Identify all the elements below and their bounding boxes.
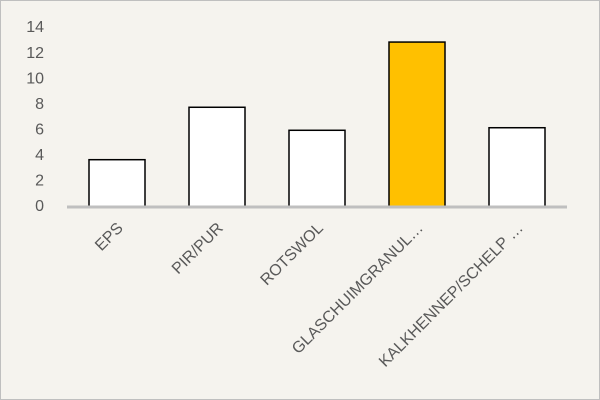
y-tick-label: 12 xyxy=(26,45,44,62)
y-tick-label: 6 xyxy=(35,122,44,139)
bar xyxy=(188,106,246,208)
bar xyxy=(88,158,146,208)
bar xyxy=(488,126,546,208)
y-tick-label: 10 xyxy=(26,70,44,87)
y-tick-label: 0 xyxy=(35,198,44,215)
y-tick-label: 14 xyxy=(26,19,44,36)
y-tick-label: 8 xyxy=(35,96,44,113)
y-tick-label: 4 xyxy=(35,147,44,164)
y-tick-label: 2 xyxy=(35,173,44,190)
bar xyxy=(288,129,346,208)
bar xyxy=(388,41,446,208)
